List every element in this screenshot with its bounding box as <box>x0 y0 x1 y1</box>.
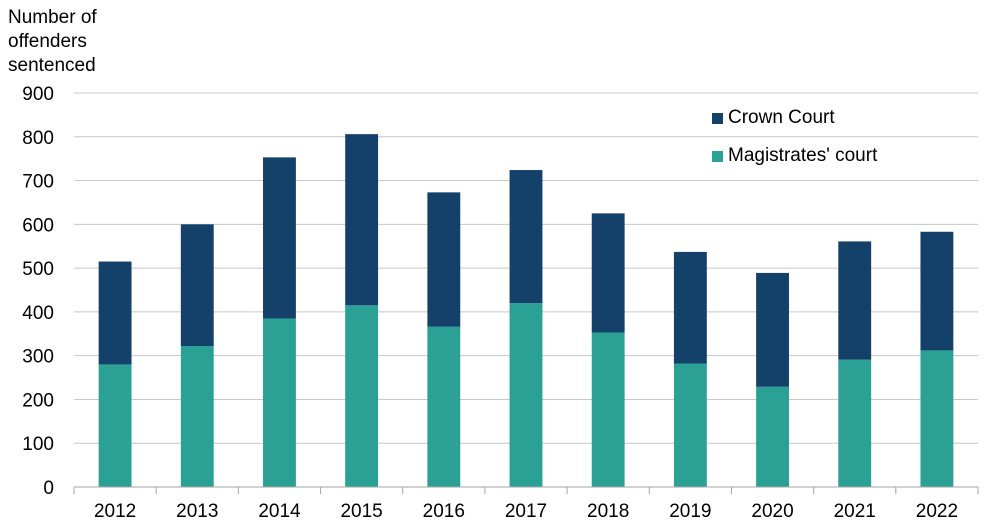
x-tick-label-2019: 2019 <box>669 501 711 522</box>
x-tick-label-2018: 2018 <box>587 501 629 522</box>
x-tick-label-2012: 2012 <box>94 501 136 522</box>
x-tick-label-2017: 2017 <box>505 501 547 522</box>
x-tick-label-2020: 2020 <box>751 501 793 522</box>
bar-crown-court-2013 <box>180 224 214 347</box>
legend-item-magistrates-court: Magistrates' court <box>712 145 877 167</box>
y-tick-label-700: 700 <box>22 172 54 193</box>
legend-swatch-crown-court <box>712 112 723 124</box>
y-tick-label-300: 300 <box>22 347 54 368</box>
bar-crown-court-2016 <box>427 192 461 327</box>
x-tick-label-2014: 2014 <box>258 501 301 522</box>
y-tick-label-500: 500 <box>22 259 54 280</box>
bar-crown-court-2019 <box>673 251 707 364</box>
bar-magistrates-court-2014 <box>263 318 296 487</box>
bar-crown-court-2014 <box>263 157 296 319</box>
y-tick-label-800: 800 <box>22 128 54 149</box>
bar-crown-court-2017 <box>509 170 543 304</box>
legend-swatch-magistrates-court <box>712 150 723 162</box>
y-tick-label-0: 0 <box>43 478 54 499</box>
bar-crown-court-2015 <box>345 134 379 306</box>
bar-magistrates-court-2020 <box>756 386 789 487</box>
legend-label-magistrates-court: Magistrates' court <box>728 145 878 166</box>
y-tick-label-400: 400 <box>22 303 54 324</box>
bar-magistrates-court-2015 <box>345 305 379 487</box>
bar-magistrates-court-2016 <box>427 326 461 487</box>
bar-magistrates-court-2012 <box>98 364 132 487</box>
bar-crown-court-2020 <box>756 272 789 387</box>
y-tick-label-600: 600 <box>22 215 54 236</box>
y-tick-label-100: 100 <box>22 434 54 455</box>
bar-magistrates-court-2019 <box>673 363 707 487</box>
bar-crown-court-2012 <box>98 261 132 365</box>
x-tick-label-2013: 2013 <box>176 501 218 522</box>
x-tick-label-2022: 2022 <box>916 501 958 522</box>
legend-item-crown-court: Crown Court <box>712 107 835 129</box>
legend-label-crown-court: Crown Court <box>728 107 835 128</box>
bar-crown-court-2021 <box>838 241 872 360</box>
y-axis-title-line-2: offenders <box>8 31 87 52</box>
x-tick-label-2016: 2016 <box>423 501 465 522</box>
bar-magistrates-court-2022 <box>920 350 954 487</box>
bar-magistrates-court-2021 <box>838 359 872 487</box>
y-axis-title-line-3: sentenced <box>8 55 96 76</box>
bar-magistrates-court-2017 <box>509 303 543 487</box>
y-tick-label-200: 200 <box>22 390 54 411</box>
y-axis-title-line-1: Number of <box>8 7 97 28</box>
x-tick-label-2015: 2015 <box>340 501 382 522</box>
bar-crown-court-2018 <box>591 213 625 333</box>
bar-crown-court-2022 <box>920 231 954 351</box>
x-tick-label-2021: 2021 <box>834 501 876 522</box>
y-tick-label-900: 900 <box>22 84 54 105</box>
bar-magistrates-court-2018 <box>591 332 625 487</box>
bar-magistrates-court-2013 <box>180 346 214 487</box>
